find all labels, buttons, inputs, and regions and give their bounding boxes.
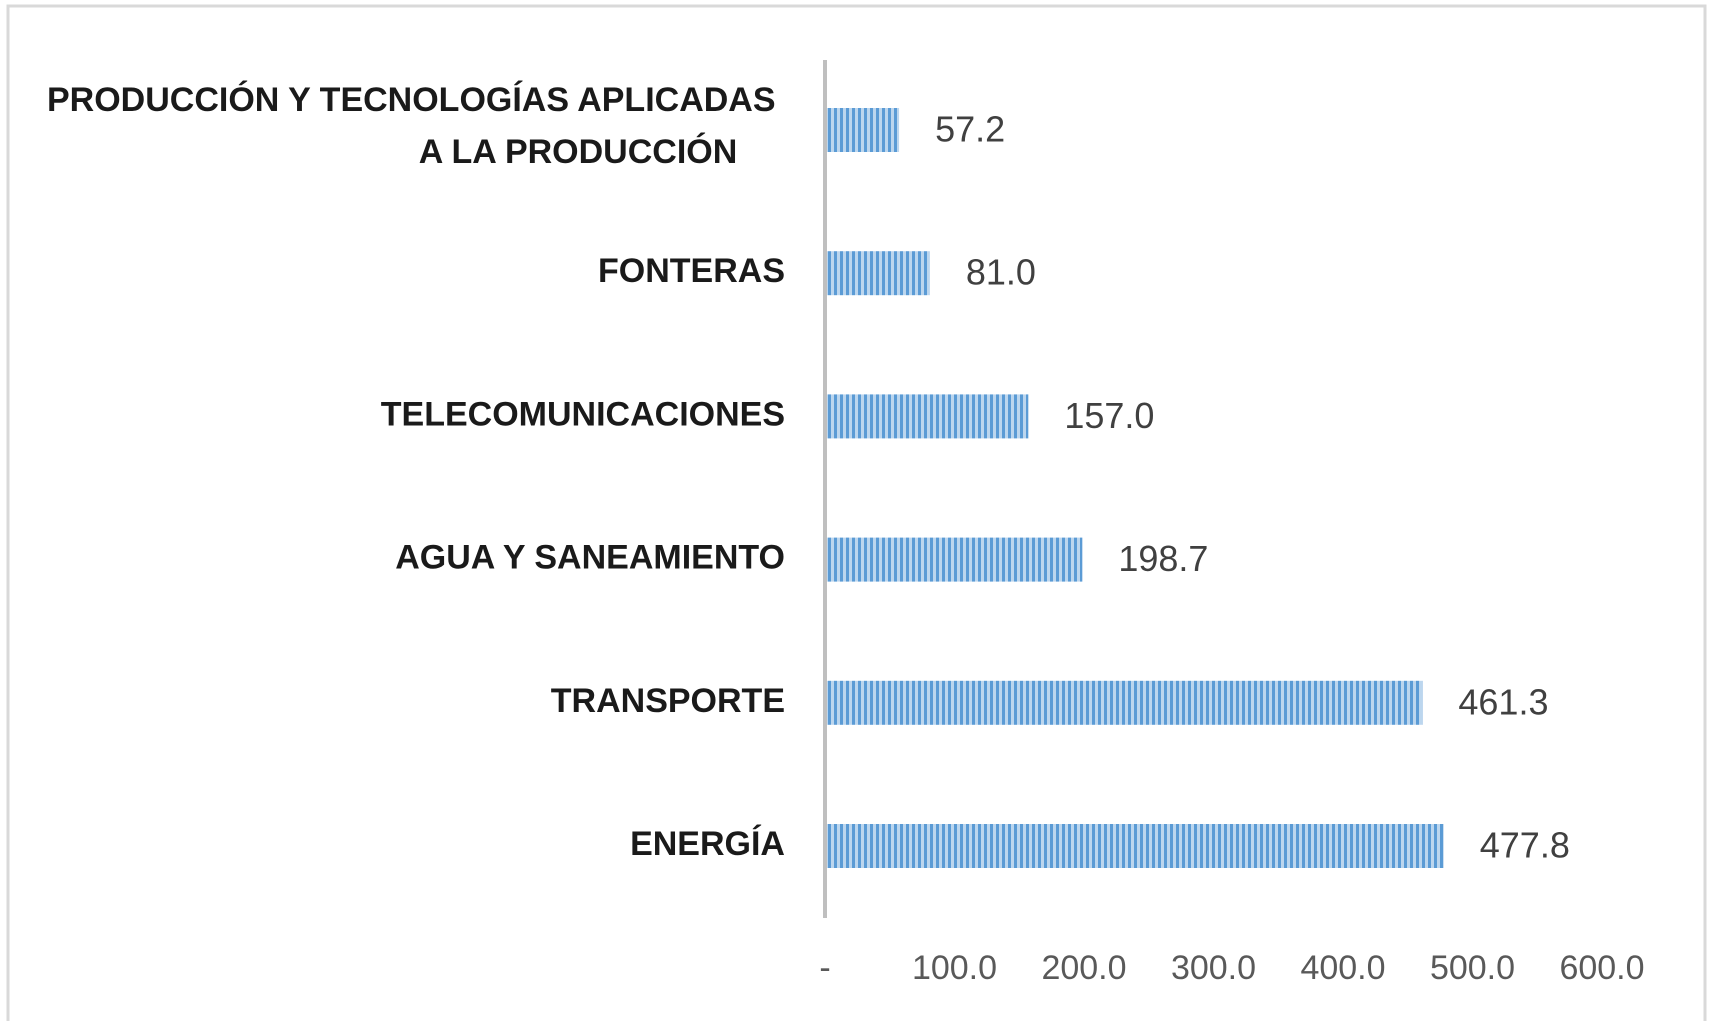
chart-border [6,4,1707,1021]
x-tick-label: 600.0 [1559,949,1644,987]
category-label: PRODUCCIÓN Y TECNOLOGÍAS APLICADAS A LA … [47,81,785,171]
category-label: FONTERAS [598,252,785,290]
bar [825,394,1029,439]
bar [825,108,900,152]
value-label: 157.0 [1064,395,1154,436]
category-label: ENERGÍA [630,825,785,863]
bar [825,537,1083,582]
value-label: 477.8 [1480,825,1570,866]
x-tick-label: 100.0 [912,949,997,987]
category-label: AGUA Y SANEAMIENTO [395,539,785,577]
value-label: 461.3 [1458,681,1548,722]
bar [825,251,930,296]
x-tick-label: 200.0 [1041,949,1126,987]
x-tick-label: - [819,949,830,987]
x-tick-label: 500.0 [1430,949,1515,987]
category-label: TELECOMUNICACIONES [381,395,785,433]
value-label: 198.7 [1118,538,1208,579]
x-tick-label: 300.0 [1171,949,1256,987]
x-tick-label: 400.0 [1300,949,1385,987]
value-label: 57.2 [935,109,1005,150]
category-label: TRANSPORTE [551,682,785,720]
bar [825,824,1444,868]
bar [825,680,1423,725]
value-label: 81.0 [966,252,1036,293]
